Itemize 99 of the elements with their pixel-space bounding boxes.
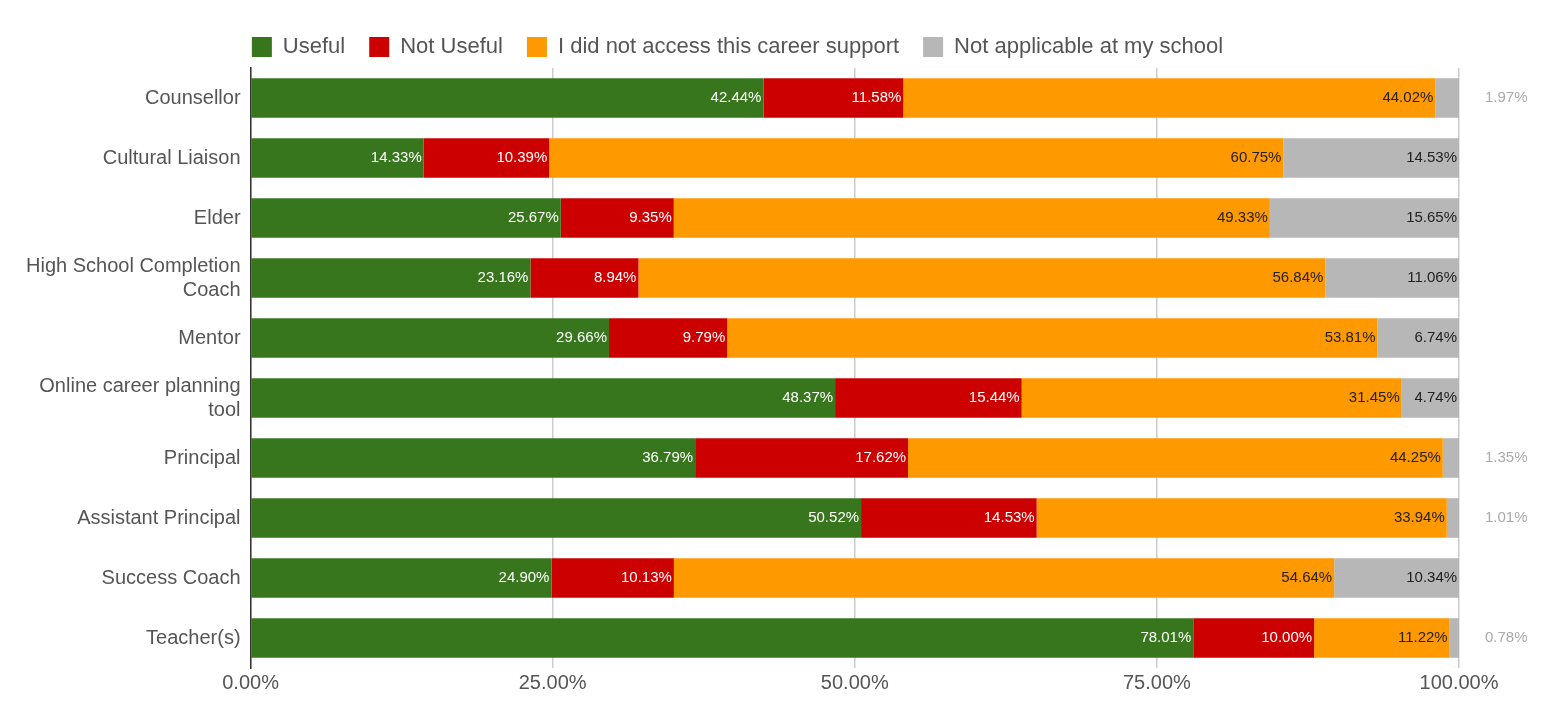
bar — [763, 78, 904, 118]
bar — [551, 558, 674, 598]
data-label: 23.16% — [477, 268, 529, 286]
data-label: 56.84% — [1272, 268, 1324, 286]
legend-label: Useful — [282, 33, 346, 59]
bar — [1021, 378, 1402, 418]
bar — [530, 258, 639, 298]
bar — [423, 138, 550, 178]
data-label: 25.67% — [507, 208, 559, 226]
bar — [1442, 438, 1459, 478]
x-tick-label: 100.00% — [1419, 670, 1499, 693]
bar — [251, 558, 552, 598]
bar — [251, 378, 836, 418]
data-label: 29.66% — [556, 328, 607, 346]
bar — [251, 138, 424, 178]
data-label: 49.33% — [1217, 208, 1268, 226]
y-tick-label: Cultural Liaison — [102, 145, 241, 168]
bar — [673, 198, 1270, 238]
data-label: 44.02% — [1382, 88, 1434, 106]
bar — [1269, 198, 1459, 238]
data-label: 6.74% — [1414, 328, 1457, 346]
data-label: 42.44% — [710, 88, 762, 106]
legend-label: Not Useful — [400, 33, 503, 59]
data-label: 36.79% — [642, 448, 694, 466]
data-label: 14.33% — [370, 148, 422, 166]
data-label: 10.00% — [1261, 628, 1313, 646]
bar — [1435, 78, 1459, 118]
x-tick-label: 0.00% — [222, 670, 280, 693]
bar — [1314, 618, 1450, 658]
bar — [251, 498, 862, 538]
data-label: 54.64% — [1281, 568, 1333, 586]
bar — [835, 378, 1022, 418]
data-label: 9.79% — [682, 328, 726, 346]
bar — [560, 198, 674, 238]
data-label: 1.97% — [1485, 88, 1528, 106]
y-tick-label: Online career planning tool — [39, 373, 241, 420]
x-tick-label: 25.00% — [518, 670, 587, 693]
bar — [1283, 138, 1459, 178]
data-label: 31.45% — [1348, 388, 1400, 406]
data-label: 0.78% — [1485, 628, 1528, 646]
data-label: 44.25% — [1389, 448, 1441, 466]
bar — [1325, 258, 1459, 298]
data-label: 78.01% — [1140, 628, 1192, 646]
y-tick-label: Elder — [193, 205, 241, 228]
data-label: 1.01% — [1485, 508, 1528, 526]
bar — [908, 438, 1443, 478]
data-label: 48.37% — [782, 388, 834, 406]
bar — [251, 258, 531, 298]
bar — [638, 258, 1326, 298]
bar — [903, 78, 1436, 118]
data-label: 60.75% — [1230, 148, 1282, 166]
data-label: 8.94% — [593, 268, 637, 286]
data-label: 14.53% — [983, 508, 1035, 526]
data-label: 53.81% — [1324, 328, 1376, 346]
data-label: 11.22% — [1397, 628, 1448, 646]
y-tick-label: Principal — [163, 445, 241, 468]
y-tick-label: Assistant Principal — [77, 505, 241, 528]
bar — [861, 498, 1037, 538]
bar — [1446, 498, 1459, 538]
x-tick-label: 75.00% — [1122, 670, 1192, 693]
data-label: 24.90% — [498, 568, 550, 586]
x-tick-label: 50.00% — [820, 670, 889, 693]
data-label: 4.74% — [1414, 388, 1457, 406]
bar — [695, 438, 909, 478]
bar — [608, 318, 728, 358]
y-tick-label: Mentor — [178, 325, 241, 348]
bar — [1334, 558, 1459, 598]
data-label: 9.35% — [629, 208, 672, 226]
bar — [251, 318, 609, 358]
bar — [1377, 318, 1459, 358]
y-tick-label: Counsellor — [144, 85, 241, 108]
bar — [251, 198, 561, 238]
y-tick-label: Teacher(s) — [146, 625, 241, 648]
data-label: 11.06% — [1407, 268, 1457, 286]
data-label: 50.52% — [808, 508, 860, 526]
bar — [1401, 378, 1459, 418]
data-label: 33.94% — [1393, 508, 1445, 526]
bar — [251, 438, 696, 478]
data-label: 17.62% — [855, 448, 907, 466]
y-tick-label: Success Coach — [101, 565, 241, 588]
data-label: 11.58% — [851, 88, 902, 106]
data-label: 10.39% — [496, 148, 548, 166]
bar — [1193, 618, 1315, 658]
data-label: 15.44% — [968, 388, 1020, 406]
bar — [549, 138, 1284, 178]
bar — [727, 318, 1378, 358]
data-label: 14.53% — [1406, 148, 1457, 166]
data-label: 10.13% — [621, 568, 672, 586]
bar — [1449, 618, 1459, 658]
bar — [251, 618, 1194, 658]
data-label: 10.34% — [1406, 568, 1458, 586]
bar — [1036, 498, 1447, 538]
bar — [251, 78, 764, 118]
data-label: 1.35% — [1485, 448, 1528, 466]
bar — [673, 558, 1335, 598]
legend-label: Not applicable at my school — [954, 33, 1224, 59]
legend-label: I did not access this career support — [557, 33, 900, 59]
data-label: 15.65% — [1406, 208, 1457, 226]
y-tick-label: High School Completion Coach — [26, 253, 241, 300]
